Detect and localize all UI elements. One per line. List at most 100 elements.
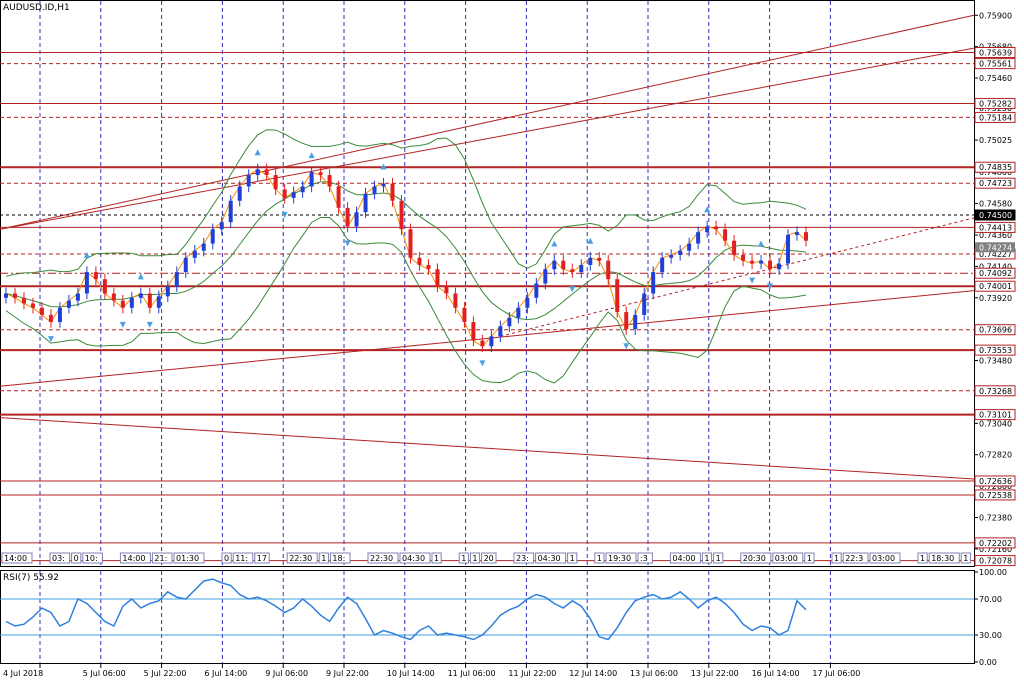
price-tick-label-7: 0.74360 [979, 231, 1012, 240]
candle-body-7 [66, 300, 71, 308]
time-marker-box-28 [740, 552, 772, 564]
fractal-up-42 [380, 163, 387, 170]
candle-body-43 [390, 183, 395, 201]
trend-lines [0, 14, 975, 480]
level-label-14: 0.73101 [979, 411, 1012, 420]
candle-body-84 [759, 260, 764, 264]
time-tick-label-13: 17 Jul 06:00 [812, 669, 860, 678]
candle-body-4 [39, 307, 44, 315]
level-label-box-13 [974, 385, 1016, 397]
level-label-box-16 [974, 489, 1016, 501]
level-label-3: 0.75184 [979, 113, 1012, 122]
level-label-box-3 [974, 111, 1016, 123]
time-marker-24: :3 [640, 554, 648, 563]
time-marker-box-19 [513, 552, 535, 564]
candle-body-89 [804, 232, 808, 241]
time-marker-31: 1 [834, 554, 839, 563]
rsi-tick-label-3: 0.00 [979, 658, 997, 667]
rsi-tick-label-0: 100.00 [979, 568, 1007, 577]
time-marker-box-3 [82, 552, 103, 564]
time-marker-23: 19:30 [608, 554, 631, 563]
time-marker-32: 22:3 [845, 554, 863, 563]
candle-body-42 [381, 183, 386, 187]
time-marker-box-10 [286, 552, 318, 564]
time-tick-label-0: 4 Jul 2018 [3, 669, 43, 678]
candle-body-18 [165, 286, 170, 297]
candle-body-64 [579, 264, 584, 273]
time-marker-box-30 [804, 552, 815, 564]
trend-line-1 [0, 47, 975, 230]
candle-body-34 [309, 172, 314, 187]
fractal-down-85 [767, 283, 774, 290]
level-label-box-11 [974, 324, 1016, 336]
fractal-up-15 [137, 273, 144, 280]
fractal-up-28 [254, 149, 261, 156]
level-label-box-9 [974, 267, 1016, 279]
time-marker-box-16 [458, 552, 469, 564]
level-label-12: 0.73553 [979, 346, 1012, 355]
level-label-box-10 [974, 280, 1016, 292]
candle-body-35 [318, 172, 323, 176]
level-label-0: 0.75639 [979, 49, 1012, 58]
time-marker-box-24 [637, 552, 653, 564]
candle-body-3 [30, 303, 35, 308]
time-marker-box-29 [772, 552, 804, 564]
candle-body-58 [525, 297, 530, 308]
candle-body-8 [75, 293, 80, 301]
time-tick-label-7: 11 Jul 06:00 [448, 669, 496, 678]
fractals [47, 149, 774, 367]
price-tick-label-11: 0.73480 [979, 357, 1012, 366]
candle-body-19 [174, 272, 179, 287]
fractal-down-16 [146, 321, 153, 328]
time-marker-box-32 [842, 552, 869, 564]
time-tick-label-10: 13 Jul 06:00 [630, 669, 678, 678]
chart-title: AUDUSD.ID,H1 [3, 3, 70, 13]
candle-body-85 [768, 260, 773, 270]
candle-body-88 [795, 232, 800, 235]
candle-body-50 [453, 293, 458, 308]
fractal-up-61 [551, 240, 558, 247]
candle-body-72 [651, 272, 656, 294]
candle-body-20 [183, 257, 188, 273]
time-marker-25: 04:00 [672, 554, 695, 563]
level-label-box-14 [974, 409, 1016, 421]
time-marker-30: 1 [807, 554, 812, 563]
candle-body-45 [408, 229, 413, 258]
candle-body-25 [228, 200, 233, 223]
candle-body-67 [606, 260, 611, 280]
time-marker-3: 10: [85, 554, 98, 563]
time-marker-7: 0 [224, 554, 229, 563]
candle-body-53 [480, 340, 485, 347]
time-marker-box-5 [151, 552, 173, 564]
level-label-box-0 [974, 47, 1016, 59]
candle-body-2 [21, 297, 26, 304]
time-marker-27: 1 [716, 554, 721, 563]
time-marker-box-26 [701, 552, 713, 564]
time-marker-box-34 [917, 552, 928, 564]
candle-body-15 [138, 293, 143, 298]
candle-body-5 [48, 314, 53, 323]
time-marker-box-33 [869, 552, 901, 564]
candle-body-41 [372, 186, 377, 194]
level-label-box-7 [974, 221, 1016, 233]
candle-body-39 [354, 212, 359, 227]
candle-body-65 [588, 257, 593, 265]
candle-body-26 [237, 186, 242, 201]
band-upper [5, 129, 807, 277]
candle-body-70 [633, 314, 638, 330]
candle-body-37 [336, 186, 341, 208]
level-label-16: 0.72538 [979, 491, 1012, 500]
candle-body-12 [111, 293, 116, 301]
level-label-box-12 [974, 344, 1016, 356]
candle-body-63 [570, 269, 575, 273]
level-label-box-2 [974, 97, 1016, 109]
price-tick-label-4: 0.75025 [979, 136, 1012, 145]
candle-body-52 [471, 322, 476, 341]
candle-body-47 [426, 264, 431, 270]
candle-body-81 [732, 240, 737, 255]
time-marker-35: 18:30 [931, 554, 954, 563]
time-marker-box-18 [481, 552, 497, 564]
time-tick-label-4: 9 Jul 06:00 [265, 669, 308, 678]
time-marker-box-27 [713, 552, 724, 564]
time-marker-2: 0 [74, 554, 79, 563]
